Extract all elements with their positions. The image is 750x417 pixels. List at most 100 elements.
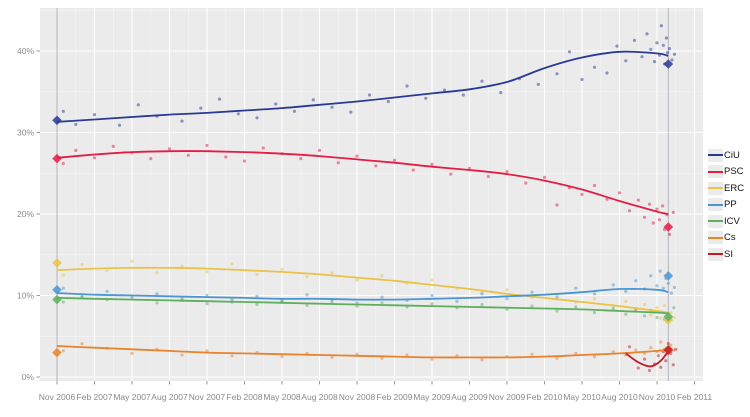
y-tick-label: 10% — [17, 291, 34, 301]
poll-point-cs — [669, 343, 673, 347]
poll-point-psc — [430, 162, 434, 166]
poll-point-erc — [355, 278, 359, 282]
legend-line-swatch — [708, 220, 723, 223]
poll-point-ciu — [74, 122, 78, 126]
legend-key-erc — [708, 181, 723, 195]
poll-point-erc — [80, 262, 84, 267]
trend-line-erc — [56, 266, 669, 314]
poll-point-icv — [672, 306, 676, 310]
x-tick-label: Feb 2011 — [677, 392, 713, 402]
poll-point-psc — [449, 172, 453, 176]
poll-point-ciu — [649, 47, 653, 52]
election-result-icv — [663, 311, 674, 322]
poll-point-psc — [411, 168, 415, 172]
poll-point-si — [636, 366, 640, 370]
poll-point-ciu — [349, 110, 353, 114]
election-result-psc — [663, 222, 674, 232]
legend-line-swatch — [708, 170, 723, 173]
poll-point-icv — [305, 303, 309, 307]
poll-point-psc — [167, 147, 172, 151]
trend-line-psc — [56, 150, 669, 215]
poll-point-psc — [642, 215, 647, 219]
poll-point-erc — [659, 316, 663, 320]
poll-point-ciu — [666, 51, 670, 55]
poll-point-ciu — [672, 52, 677, 56]
poll-point-ciu — [580, 77, 584, 82]
poll-point-pp — [455, 299, 459, 303]
poll-point-psc — [657, 218, 662, 222]
x-tick-label: Nov 2006 — [39, 392, 76, 402]
poll-point-ciu — [136, 103, 140, 107]
poll-point-erc — [305, 275, 309, 279]
poll-point-si — [627, 345, 632, 349]
poll-point-pp — [530, 290, 534, 294]
poll-point-icv — [230, 298, 234, 302]
poll-point-erc — [662, 303, 667, 307]
poll-point-erc — [592, 297, 597, 301]
legend-line-swatch — [708, 187, 723, 190]
poll-point-erc — [330, 271, 334, 275]
poll-point-psc — [111, 144, 115, 148]
trend-line-icv — [56, 297, 669, 315]
poll-point-psc — [655, 207, 659, 211]
legend-label: Cs — [724, 232, 736, 244]
poll-point-icv — [61, 300, 65, 304]
poll-point-pp — [634, 279, 638, 283]
poll-point-pp — [555, 295, 559, 299]
poll-point-ciu — [567, 50, 572, 54]
x-tick-label: Nov 2010 — [639, 392, 676, 402]
poll-point-cs — [330, 355, 334, 359]
poll-point-psc — [242, 159, 247, 163]
poll-point-psc — [627, 209, 632, 213]
poll-point-ciu — [655, 41, 659, 45]
poll-point-erc — [505, 288, 509, 292]
poll-point-erc — [624, 299, 628, 303]
poll-point-cs — [80, 342, 84, 346]
poll-point-cs — [405, 353, 409, 357]
poll-point-psc — [647, 202, 652, 206]
poll-point-cs — [180, 353, 184, 357]
legend-label: ICV — [724, 215, 740, 227]
poll-point-psc — [592, 183, 597, 188]
poll-point-ciu — [555, 72, 559, 76]
poll-point-icv — [574, 305, 578, 309]
x-tick-label: Feb 2007 — [77, 392, 113, 402]
poll-point-icv — [611, 306, 615, 311]
poll-point-psc — [261, 146, 265, 150]
legend-label: SI — [724, 248, 733, 260]
y-tick-label: 30% — [17, 128, 34, 138]
poll-point-psc — [580, 192, 584, 196]
poll-point-pp — [649, 274, 653, 278]
poll-point-pp — [661, 286, 665, 290]
poll-point-erc — [205, 270, 209, 274]
poll-point-pp — [505, 297, 509, 301]
poll-point-cs — [649, 346, 653, 350]
poll-point-si — [642, 357, 647, 361]
poll-point-ciu — [667, 47, 672, 51]
poll-point-psc — [205, 143, 209, 148]
poll-point-pp — [305, 293, 309, 297]
poll-point-psc — [617, 191, 622, 195]
x-tick-label: Aug 2009 — [451, 392, 488, 402]
poll-point-cs — [574, 351, 578, 355]
poll-point-erc — [430, 278, 434, 282]
poll-point-psc — [92, 156, 97, 160]
poll-point-icv — [480, 302, 484, 307]
x-tick-label: Aug 2008 — [301, 392, 338, 402]
x-tick-label: May 2010 — [563, 392, 601, 402]
election-result-ciu — [663, 59, 674, 69]
poll-point-psc — [651, 221, 655, 225]
poll-point-ciu — [311, 98, 315, 102]
poll-point-ciu — [199, 106, 203, 110]
poll-point-ciu — [652, 60, 657, 64]
poll-point-pp — [574, 286, 578, 290]
poll-point-ciu — [117, 123, 122, 127]
poll-point-pp — [255, 294, 259, 298]
poll-point-ciu — [255, 116, 259, 120]
poll-point-icv — [642, 314, 647, 318]
poll-point-pp — [380, 295, 384, 299]
legend-item-si: SI — [708, 246, 744, 263]
poll-point-ciu — [605, 71, 609, 75]
x-tick-label: Feb 2010 — [527, 392, 563, 402]
